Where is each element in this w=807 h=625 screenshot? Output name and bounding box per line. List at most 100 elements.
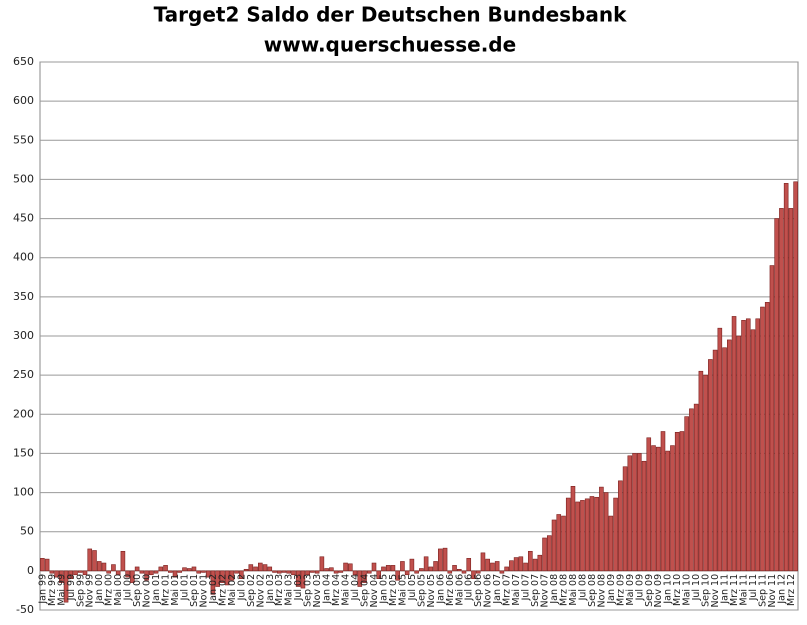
x-tick-label: Nov 08 [596, 574, 607, 608]
x-tick-label: Mai 09 [625, 574, 636, 606]
bar [248, 564, 254, 572]
bar [518, 556, 524, 572]
bar [167, 570, 173, 573]
bar [366, 570, 372, 574]
y-tick-label: 0 [27, 564, 34, 577]
bar [504, 566, 509, 572]
bar [333, 570, 339, 574]
bar [324, 568, 329, 572]
bar [456, 568, 462, 572]
x-tick-label: Nov 02 [255, 574, 266, 608]
bar [499, 570, 505, 574]
bar [371, 562, 377, 572]
x-tick-label: Jul 02 [236, 574, 247, 602]
bar [144, 570, 149, 581]
bar [641, 460, 647, 572]
bar [494, 561, 500, 572]
bar [276, 570, 282, 574]
bar [461, 570, 467, 574]
bar [722, 347, 727, 572]
bar [305, 570, 310, 576]
bar [475, 570, 481, 574]
y-tick-label: 100 [13, 486, 34, 499]
x-tick-label: Nov 04 [369, 574, 380, 608]
bar [295, 570, 301, 587]
bar [774, 218, 779, 572]
bar [59, 570, 64, 583]
x-tick-label: Mrz 03 [274, 574, 285, 606]
x-tick-label: Mai 05 [397, 574, 408, 606]
x-tick-label: Nov 07 [540, 574, 551, 608]
x-tick-label: Jul 00 [123, 574, 134, 602]
bar [201, 570, 206, 573]
bar [731, 316, 737, 572]
y-tick-label: 200 [13, 407, 34, 420]
bar [627, 455, 633, 572]
bar [177, 570, 183, 573]
x-tick-label: Mai 04 [341, 574, 352, 606]
bar [267, 566, 273, 572]
x-tick-label: Jan 07 [492, 574, 503, 605]
bar [693, 403, 699, 572]
x-tick-label: Sep 10 [701, 574, 712, 607]
bar [357, 570, 363, 587]
x-tick-label: Nov 03 [312, 574, 323, 608]
bar [291, 570, 296, 576]
x-tick-label: Jul 05 [407, 574, 418, 602]
bar [561, 515, 566, 572]
y-tick-label: 500 [13, 172, 34, 185]
bar [599, 486, 604, 572]
x-tick-label: Sep 07 [530, 574, 541, 607]
x-tick-label: Mai 01 [170, 574, 181, 606]
bar [404, 570, 410, 576]
x-tick-label: Jul 11 [748, 574, 759, 602]
x-tick-label: Nov 01 [198, 574, 209, 608]
bar [528, 550, 533, 572]
y-tick-label: 600 [13, 94, 34, 107]
bar [769, 265, 775, 572]
bar [674, 431, 680, 572]
bar [708, 359, 713, 572]
bar [513, 557, 519, 572]
bar [210, 570, 216, 595]
x-tick-label: Jul 04 [350, 574, 361, 602]
bar [741, 320, 746, 572]
bar [788, 208, 794, 572]
bar [485, 558, 490, 572]
bar [414, 570, 419, 574]
bar [310, 570, 315, 573]
bar [87, 548, 93, 572]
bar [385, 565, 391, 572]
x-tick-label: Jan 00 [94, 574, 105, 605]
x-tick-label: Mai 03 [284, 574, 295, 606]
y-tick-label: 550 [13, 133, 34, 146]
x-tick-label: Mrz 09 [615, 574, 626, 606]
bar [186, 568, 192, 572]
bar [205, 570, 211, 578]
bar [215, 570, 220, 587]
x-tick-label: Sep 01 [189, 574, 200, 607]
x-tick-label: Mrz 08 [558, 574, 569, 606]
bar [134, 566, 140, 572]
bar [172, 570, 178, 578]
bar [433, 561, 438, 572]
x-tick-label: Sep 02 [246, 574, 257, 607]
x-tick-label: Nov 10 [710, 574, 721, 608]
bar [575, 501, 580, 572]
y-tick-label: 450 [13, 212, 34, 225]
x-tick-label: Sep 03 [303, 574, 314, 607]
x-tick-label: Mrz 10 [672, 574, 683, 606]
bar [660, 431, 666, 572]
bar [594, 496, 599, 572]
x-tick-label: Jan 01 [151, 574, 162, 605]
x-tick-label: Mai 07 [511, 574, 522, 606]
bar [163, 565, 168, 572]
x-tick-label: Jul 09 [634, 574, 645, 602]
x-tick-label: Jan 12 [776, 574, 787, 605]
y-tick-label: 650 [13, 55, 34, 68]
x-tick-label: Mrz 07 [502, 574, 513, 606]
bar [329, 567, 334, 572]
bar [395, 570, 400, 581]
chart-subtitle: www.querschuesse.de [264, 33, 516, 57]
x-tick-label: Mai 08 [568, 574, 579, 606]
